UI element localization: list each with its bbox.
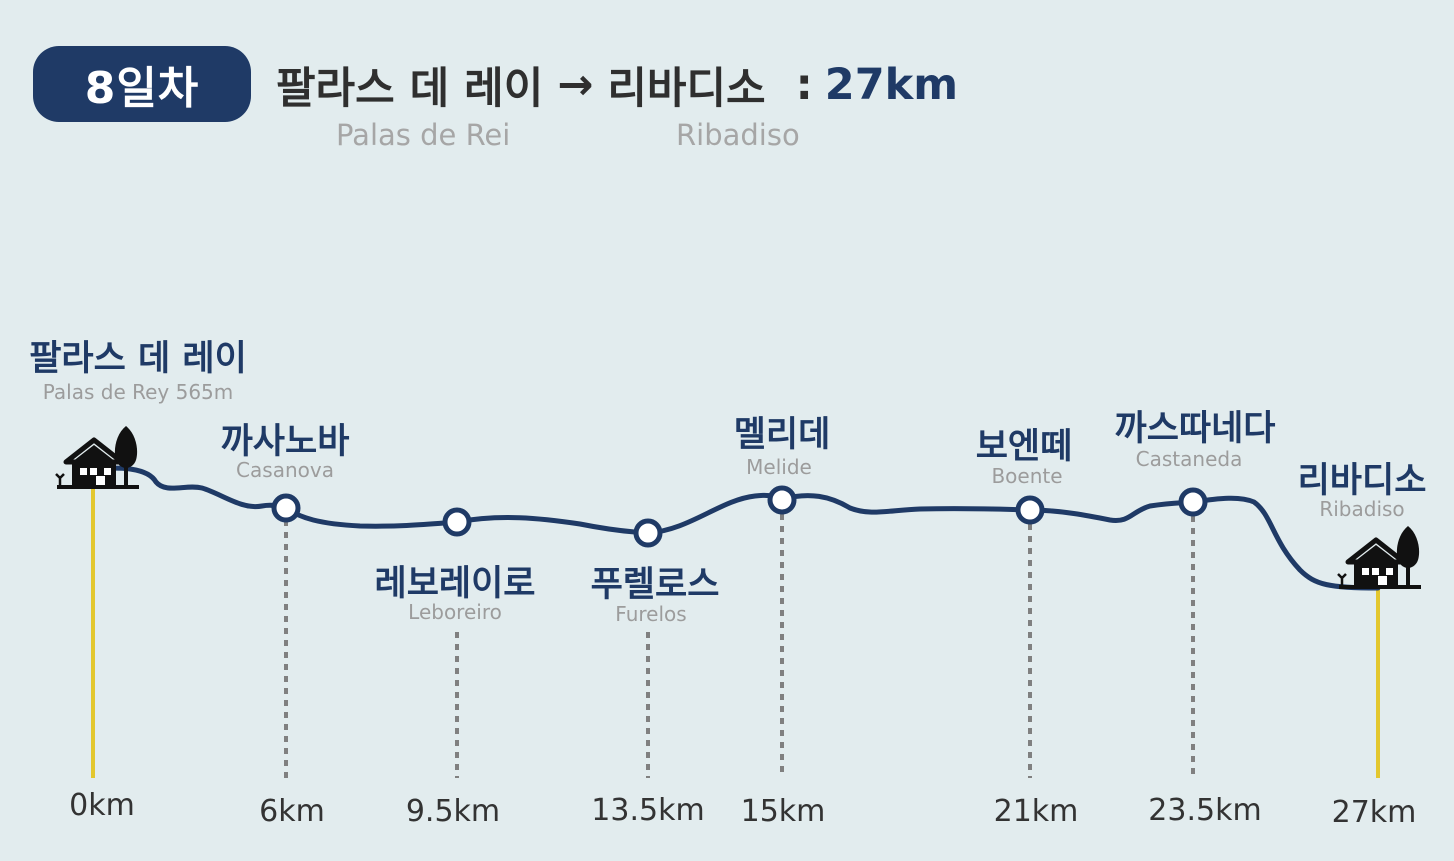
title-start: 팔라스 데 레이 xyxy=(276,64,544,114)
route-title: 팔라스 데 레이 → 리바디소 : 27km xyxy=(276,52,958,118)
km-label-6: 6km xyxy=(259,794,325,829)
stop-name-furelos: 푸렐로스 xyxy=(590,565,720,605)
title-distance: 27km xyxy=(824,60,959,110)
day-badge: 8일차 xyxy=(33,46,251,122)
stop-latin-casanova: Casanova xyxy=(236,458,334,482)
waypoint-marker-furelos xyxy=(633,518,663,548)
house-with-tree-icon xyxy=(1338,526,1421,589)
house-with-tree-icon xyxy=(56,426,139,489)
title-separator: : xyxy=(795,60,813,110)
stop-latin-melide: Melide xyxy=(746,455,812,479)
km-label-21: 21km xyxy=(993,794,1079,829)
km-label-23-5: 23.5km xyxy=(1148,793,1262,828)
waypoint-marker-casanova xyxy=(271,493,301,523)
stop-name-boente: 보엔떼 xyxy=(975,427,1073,467)
km-label-27: 27km xyxy=(1331,795,1417,830)
km-label-15: 15km xyxy=(740,794,826,829)
stop-latin-furelos: Furelos xyxy=(615,602,687,626)
stop-latin-castaneda: Castaneda xyxy=(1135,447,1243,471)
km-label-0: 0km xyxy=(69,788,135,823)
stop-latin-palas-de-rey: Palas de Rey 565m xyxy=(42,380,234,404)
waypoint-marker-melide xyxy=(767,485,797,515)
stop-latin-leboreiro: Leboreiro xyxy=(408,600,502,624)
stop-name-melide: 멜리데 xyxy=(733,415,831,455)
stop-name-castaneda: 까스따네다 xyxy=(1114,409,1276,449)
stop-name-palas-de-rey: 팔라스 데 레이 xyxy=(29,339,247,379)
waypoint-marker-castaneda xyxy=(1178,487,1208,517)
stop-name-ribadiso: 리바디소 xyxy=(1297,461,1427,501)
km-label-9-5: 9.5km xyxy=(405,794,501,829)
stop-name-leboreiro: 레보레이로 xyxy=(374,564,536,604)
stop-latin-boente: Boente xyxy=(991,464,1063,488)
title-end: 리바디소 xyxy=(607,64,766,114)
stop-latin-ribadiso: Ribadiso xyxy=(1319,497,1405,521)
waypoint-marker-leboreiro xyxy=(442,507,472,537)
arrow-icon: → xyxy=(557,60,594,110)
title-end-latin: Ribadiso xyxy=(676,118,800,152)
stop-name-casanova: 까사노바 xyxy=(220,422,350,462)
km-label-13-5: 13.5km xyxy=(591,793,705,828)
waypoint-marker-boente xyxy=(1015,495,1045,525)
title-start-latin: Palas de Rei xyxy=(336,118,511,152)
